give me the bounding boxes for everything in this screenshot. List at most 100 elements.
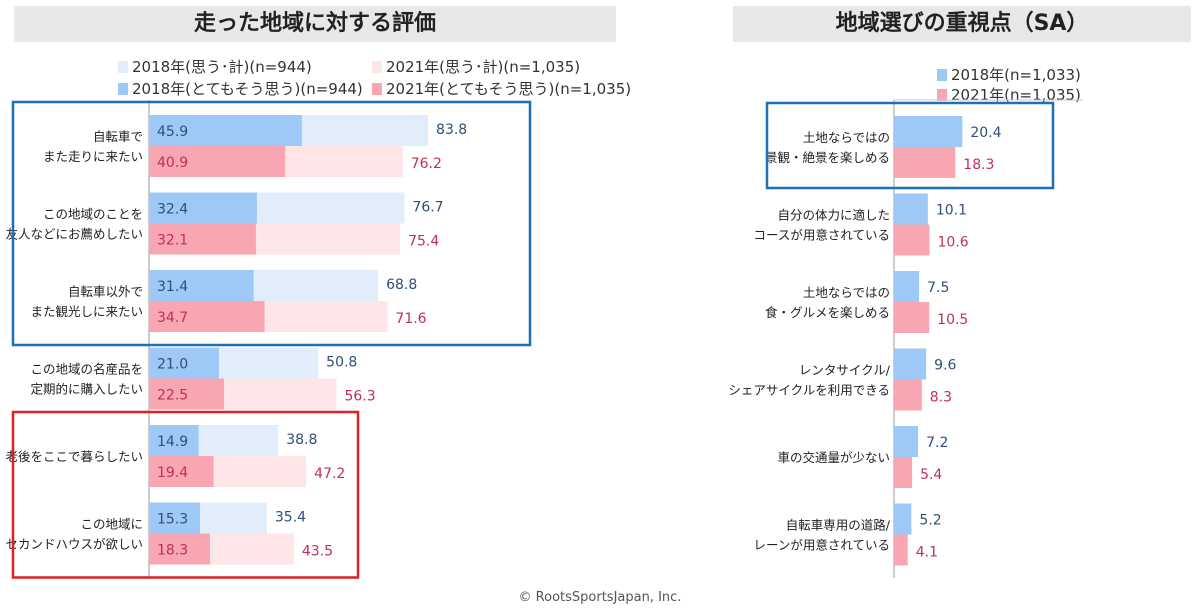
data-label-2018-strong: 45.9 <box>157 124 188 140</box>
category-label: 土地ならではの <box>803 130 890 145</box>
data-label-2018-strong: 15.3 <box>157 512 188 528</box>
legend-label: 2018年(n=1,033) <box>951 66 1081 84</box>
legend-item-2021-total: 2021年(思う･計)(n=1,035) <box>372 56 580 77</box>
bar-2021-strong <box>149 533 210 565</box>
category-label: シェアサイクルを利用できる <box>728 383 890 398</box>
highlight-box-blue <box>765 101 1055 190</box>
data-label-2018-total: 83.8 <box>436 122 467 138</box>
bar-2018-total <box>149 192 405 224</box>
legend-swatch <box>937 68 947 81</box>
category-label: 自転車以外で <box>68 284 143 299</box>
category-label: 老後をここで暮らしたい <box>5 449 143 464</box>
data-label-2021: 8.3 <box>930 390 952 406</box>
category-label: コースが用意されている <box>753 228 890 243</box>
category-label: この地域の名産品を <box>30 362 143 377</box>
legend-item-right-2018: 2018年(n=1,033) <box>937 64 1081 85</box>
category-label: レーンが用意されている <box>753 538 890 553</box>
data-label-2018-total: 38.8 <box>286 432 317 448</box>
category-label: また観光しに来たい <box>30 304 143 319</box>
legend-label: 2021年(とてもそう思う)(n=1,035) <box>386 80 632 98</box>
bar-2018 <box>894 271 920 302</box>
data-label-2018-strong: 31.4 <box>157 279 188 295</box>
legend-label: 2021年(n=1,035) <box>951 86 1081 104</box>
category-label: レンタサイクル/ <box>799 363 891 378</box>
legend-item-2021-strong: 2021年(とてもそう思う)(n=1,035) <box>372 78 631 99</box>
data-label-2021: 18.3 <box>963 157 994 173</box>
bar-2018-strong <box>149 425 199 456</box>
bar-2018-total <box>149 270 379 301</box>
data-label-2021: 10.6 <box>938 235 969 251</box>
bar-2021-total <box>149 223 401 255</box>
copyright-footer: © RootsSportsJapan, Inc. <box>518 590 682 605</box>
bar-2018 <box>894 348 927 380</box>
category-label: セカンドハウスが欲しい <box>5 537 143 552</box>
highlight-box-red <box>11 410 360 579</box>
bar-2018-strong <box>149 502 200 534</box>
data-label-2021-strong: 19.4 <box>157 465 188 481</box>
category-label: 友人などにお薦めしたい <box>5 227 143 242</box>
data-label-2021-total: 71.6 <box>395 311 426 327</box>
category-label: 景観・絶景を楽しめる <box>765 150 890 165</box>
data-label-2021-strong: 34.7 <box>157 310 188 326</box>
category-label: 土地ならではの <box>803 285 890 300</box>
category-label: この地域に <box>80 517 143 532</box>
legend-item-2018-total: 2018年(思う･計)(n=944) <box>118 56 312 77</box>
category-label: 自転車専用の道路/ <box>786 518 891 533</box>
data-label-2018-total: 50.8 <box>326 355 357 371</box>
category-label: 定期的に購入したい <box>30 382 143 397</box>
category-label: 車の交通量が少ない <box>777 450 890 465</box>
data-label-2018-strong: 21.0 <box>157 357 188 373</box>
category-label: また走りに来たい <box>43 149 143 164</box>
bar-2021 <box>894 534 908 566</box>
bar-2021-strong <box>149 378 224 410</box>
data-label-2018: 10.1 <box>936 203 967 219</box>
bar-2018-total <box>149 425 279 456</box>
data-label-2018: 5.2 <box>919 513 941 529</box>
legend-item-2018-strong: 2018年(とてもそう思う)(n=944) <box>118 78 363 99</box>
bar-2018-strong <box>149 347 219 379</box>
legend-label: 2021年(思う･計)(n=1,035) <box>386 58 581 76</box>
data-label-2021-total: 76.2 <box>411 156 442 172</box>
legend-label: 2018年(とてもそう思う)(n=944) <box>132 80 363 98</box>
bar-2018 <box>894 503 912 535</box>
data-label-2021-strong: 18.3 <box>157 543 188 559</box>
data-label-2018: 7.5 <box>927 280 949 296</box>
data-label-2018: 20.4 <box>970 125 1001 141</box>
data-label-2021-strong: 22.5 <box>157 388 188 404</box>
bar-2021 <box>894 457 913 488</box>
category-label: 自分の体力に適した <box>777 208 890 223</box>
category-label: 自転車で <box>93 129 143 144</box>
data-label-2018: 7.2 <box>926 435 948 451</box>
data-label-2021-strong: 32.1 <box>157 233 188 249</box>
data-label-2018-total: 68.8 <box>386 277 417 293</box>
highlight-box-blue <box>11 100 532 347</box>
data-label-2021-strong: 40.9 <box>157 155 188 171</box>
legend-label: 2018年(思う･計)(n=944) <box>132 58 312 76</box>
bar-2021-strong <box>149 223 256 255</box>
bar-2021-total <box>149 378 337 410</box>
bar-2018 <box>894 116 963 147</box>
data-label-2018: 9.6 <box>934 358 956 374</box>
bar-2021-total <box>149 533 294 565</box>
bar-2018-strong <box>149 115 302 146</box>
legend-swatch <box>118 60 128 73</box>
data-label-2021-total: 47.2 <box>314 466 345 482</box>
legend-swatch <box>937 88 947 101</box>
bar-2018 <box>894 193 928 225</box>
data-label-2018-total: 76.7 <box>412 200 443 216</box>
legend-swatch <box>118 82 128 95</box>
legend-item-right-2021: 2021年(n=1,035) <box>937 84 1081 105</box>
bar-2021-total <box>149 301 388 332</box>
bar-2018 <box>894 426 919 457</box>
data-label-2021-total: 43.5 <box>302 544 333 560</box>
data-label-2018-strong: 32.4 <box>157 202 188 218</box>
bar-2021-total <box>149 456 307 487</box>
data-label-2018-total: 35.4 <box>275 510 306 526</box>
right-chart-title: 地域選びの重視点（SA） <box>733 6 1191 42</box>
legend-swatch <box>372 60 382 73</box>
bar-2021 <box>894 302 930 333</box>
data-label-2021: 10.5 <box>937 312 968 328</box>
data-label-2021: 4.1 <box>916 545 938 561</box>
bar-2021 <box>894 224 930 256</box>
bar-2018-total <box>149 347 319 379</box>
